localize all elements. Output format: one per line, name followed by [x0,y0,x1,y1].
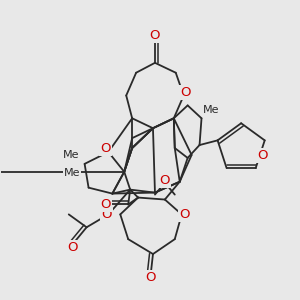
Text: O: O [150,28,160,42]
Text: O: O [68,241,78,254]
Text: O: O [146,271,156,284]
Text: O: O [100,198,111,211]
Text: O: O [179,208,190,221]
Text: O: O [160,174,170,187]
Text: Me: Me [64,168,80,178]
Text: O: O [180,86,191,99]
Text: Me: Me [62,150,79,160]
Text: O: O [101,208,112,221]
Text: O: O [100,142,111,154]
Text: O: O [257,149,267,162]
Text: Me: Me [203,105,220,116]
